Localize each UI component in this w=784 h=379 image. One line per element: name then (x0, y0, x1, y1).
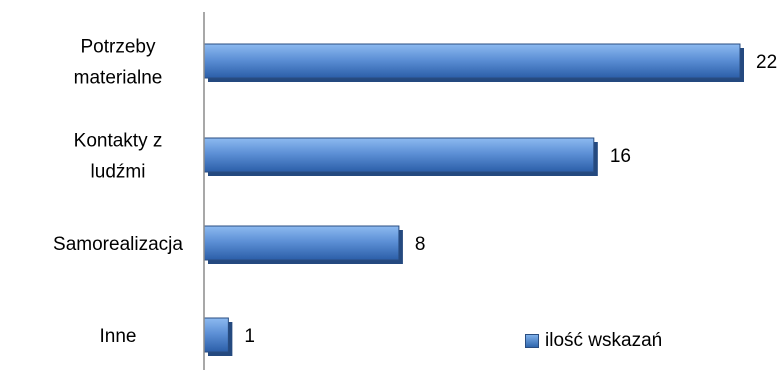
bar (203, 317, 233, 356)
bar (203, 43, 744, 82)
bar-face (203, 225, 400, 261)
bar-face (203, 43, 741, 79)
category-tick-label: materialne (74, 68, 163, 89)
category-tick-label: ludźmi (91, 162, 146, 183)
data-label: 1 (244, 326, 255, 347)
bar (203, 137, 598, 176)
category-tick-label: Samorealizacja (53, 234, 183, 255)
data-label: 16 (610, 146, 631, 167)
legend: ilość wskazań (525, 330, 662, 352)
category-tick-label: Kontakty z (74, 131, 163, 152)
data-label: 22 (756, 52, 777, 73)
legend-swatch (525, 334, 539, 348)
data-label: 8 (415, 234, 426, 255)
legend-label: ilość wskazań (545, 330, 663, 351)
category-tick-label: Potrzeby (81, 37, 156, 58)
bar (203, 225, 403, 264)
bar-face (203, 137, 595, 173)
category-tick-label: Inne (100, 326, 137, 347)
bar-face (203, 317, 229, 353)
